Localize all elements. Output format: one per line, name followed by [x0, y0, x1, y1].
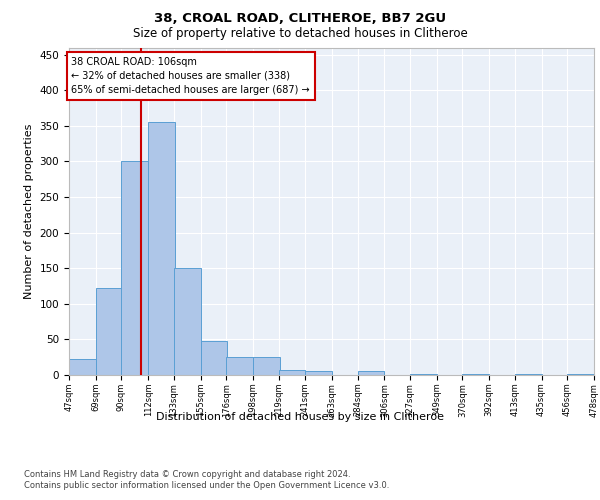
Text: Distribution of detached houses by size in Clitheroe: Distribution of detached houses by size …: [156, 412, 444, 422]
Text: Contains public sector information licensed under the Open Government Licence v3: Contains public sector information licen…: [24, 481, 389, 490]
Y-axis label: Number of detached properties: Number of detached properties: [24, 124, 34, 299]
Bar: [69, 360, 96, 375]
Bar: [567, 374, 594, 375]
Bar: [358, 372, 385, 375]
Bar: [200, 341, 227, 375]
Bar: [174, 268, 200, 375]
Bar: [148, 122, 175, 375]
Text: 38, CROAL ROAD, CLITHEROE, BB7 2GU: 38, CROAL ROAD, CLITHEROE, BB7 2GU: [154, 12, 446, 26]
Text: 38 CROAL ROAD: 106sqm
← 32% of detached houses are smaller (338)
65% of semi-det: 38 CROAL ROAD: 106sqm ← 32% of detached …: [71, 57, 310, 95]
Bar: [253, 357, 280, 375]
Bar: [278, 370, 305, 375]
Bar: [463, 374, 489, 375]
Bar: [226, 357, 253, 375]
Text: Size of property relative to detached houses in Clitheroe: Size of property relative to detached ho…: [133, 28, 467, 40]
Bar: [121, 162, 148, 375]
Bar: [515, 374, 542, 375]
Bar: [96, 288, 122, 375]
Text: Contains HM Land Registry data © Crown copyright and database right 2024.: Contains HM Land Registry data © Crown c…: [24, 470, 350, 479]
Bar: [305, 372, 332, 375]
Bar: [410, 374, 437, 375]
